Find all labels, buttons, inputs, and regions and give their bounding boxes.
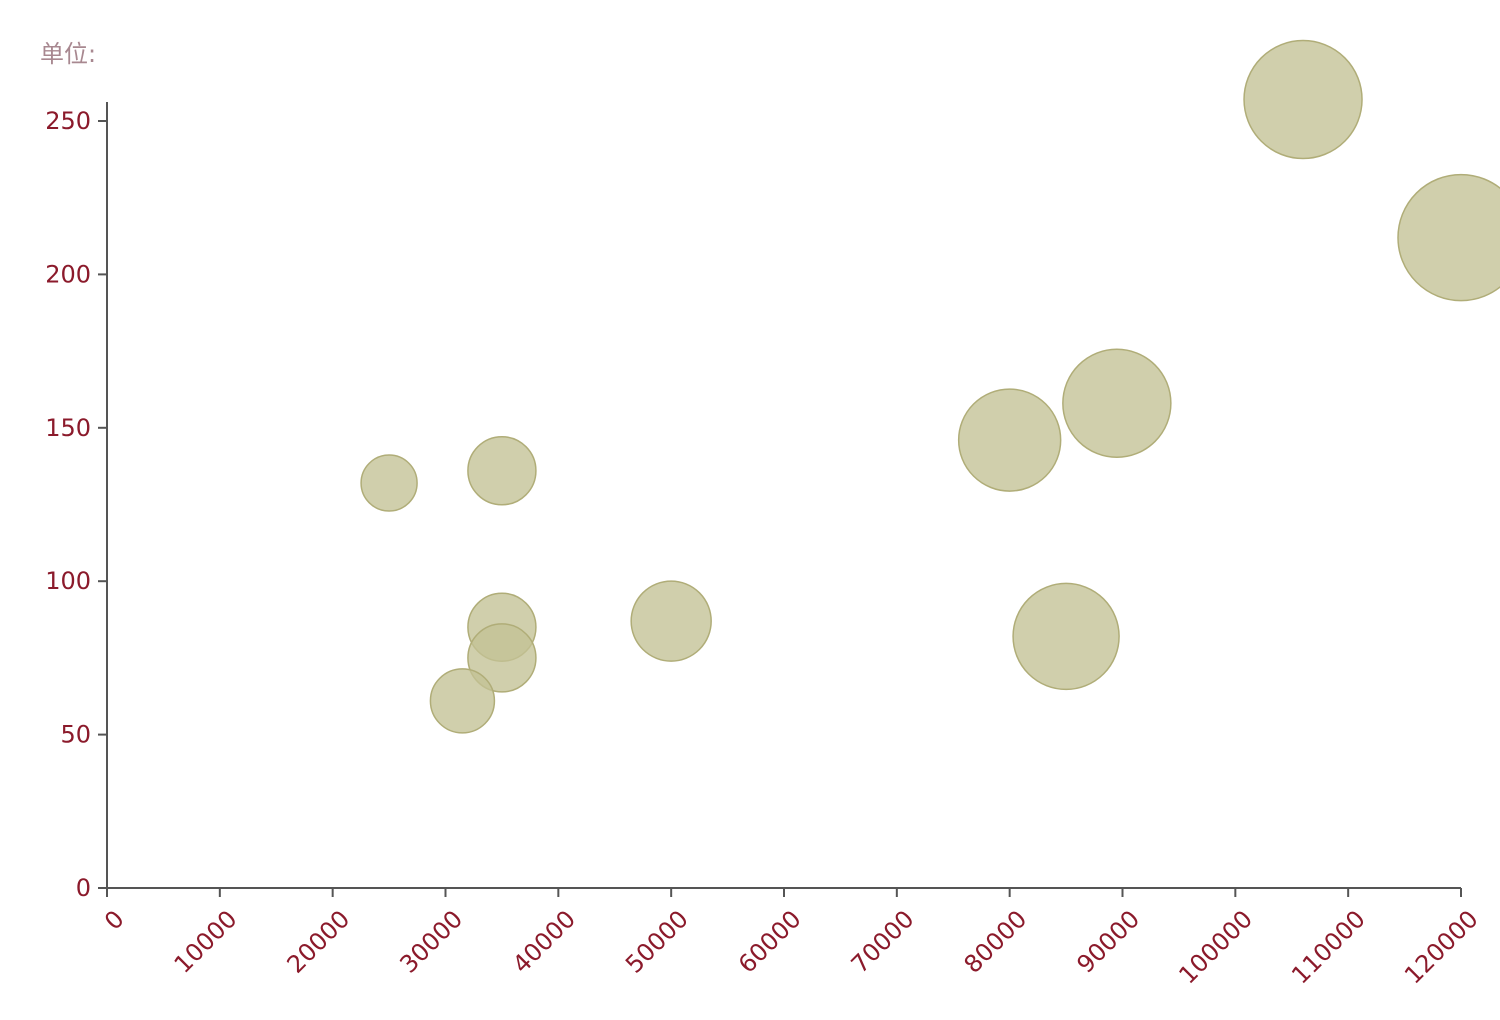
x-tick-label: 120000 <box>1399 905 1484 990</box>
y-tick-label: 150 <box>45 414 91 442</box>
x-tick-label: 10000 <box>169 905 243 979</box>
x-tick-label: 40000 <box>507 905 581 979</box>
bubble-point <box>429 668 496 734</box>
x-tick-label: 60000 <box>733 905 807 979</box>
y-tick-label: 50 <box>60 721 91 749</box>
x-tick-label: 100000 <box>1173 905 1258 990</box>
x-tick-label: 80000 <box>959 905 1033 979</box>
x-tick-label: 30000 <box>394 905 468 979</box>
x-tick-label: 0 <box>99 905 130 936</box>
bubble-point <box>630 580 712 662</box>
axes-layer: 0 50 100 150 200 250 0 10000 20000 30000 40000 5000… <box>45 102 1484 990</box>
bubbles-layer <box>360 39 1500 734</box>
unit-label: 单位: <box>40 40 97 68</box>
x-tick-label: 110000 <box>1286 905 1371 990</box>
bubble-point <box>360 454 418 512</box>
x-tick-label: 70000 <box>846 905 920 979</box>
bubble-point <box>957 388 1062 492</box>
x-tick-label: 90000 <box>1071 905 1145 979</box>
bubble-point <box>467 623 537 693</box>
y-tick-label: 0 <box>76 874 91 902</box>
bubble-point <box>1243 39 1363 160</box>
x-tick-label: 50000 <box>620 905 694 979</box>
bubble-point <box>1062 348 1172 459</box>
bubble-point <box>467 436 537 506</box>
x-tick-label: 20000 <box>282 905 356 979</box>
y-tick-label: 100 <box>45 567 91 595</box>
bubble-point <box>1012 582 1120 691</box>
bubble-point <box>1397 173 1500 302</box>
y-tick-label: 250 <box>45 107 91 135</box>
y-tick-label: 200 <box>45 260 91 288</box>
